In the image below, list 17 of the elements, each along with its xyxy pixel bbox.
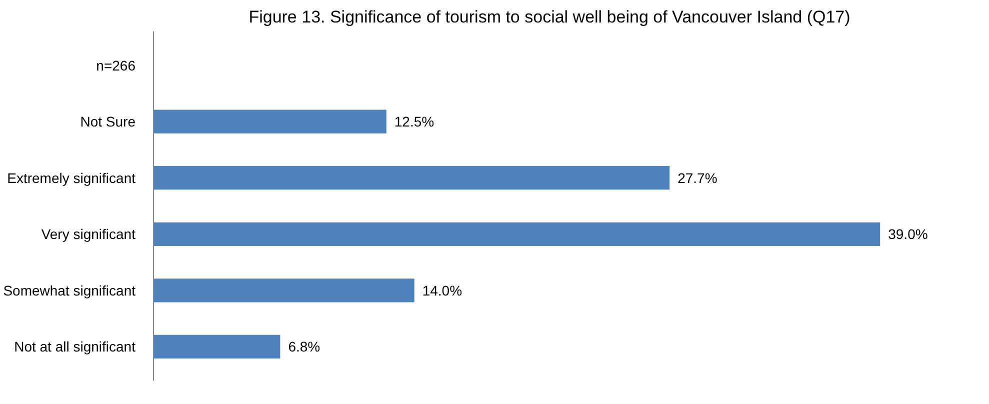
bar xyxy=(154,110,386,134)
y-tick-label: Not Sure xyxy=(80,114,136,130)
bar xyxy=(154,334,280,359)
data-label: 27.7% xyxy=(678,170,718,186)
chart-title: Figure 13. Significance of tourism to social well being of Vancouver Island (Q17) xyxy=(248,8,850,26)
data-label: 14.0% xyxy=(422,282,462,298)
y-tick-label: n=266 xyxy=(96,57,136,74)
data-label: 12.5% xyxy=(394,114,434,130)
y-tick-label: Somewhat significant xyxy=(3,282,136,298)
data-label: 39.0% xyxy=(888,226,928,242)
y-tick-label: Extremely significant xyxy=(7,170,136,186)
bar xyxy=(154,278,414,302)
bar xyxy=(154,166,670,190)
bar xyxy=(154,222,880,246)
data-label: 6.8% xyxy=(288,338,320,355)
y-tick-label: Very significant xyxy=(41,226,136,242)
y-tick-label: Not at all significant xyxy=(14,338,136,355)
